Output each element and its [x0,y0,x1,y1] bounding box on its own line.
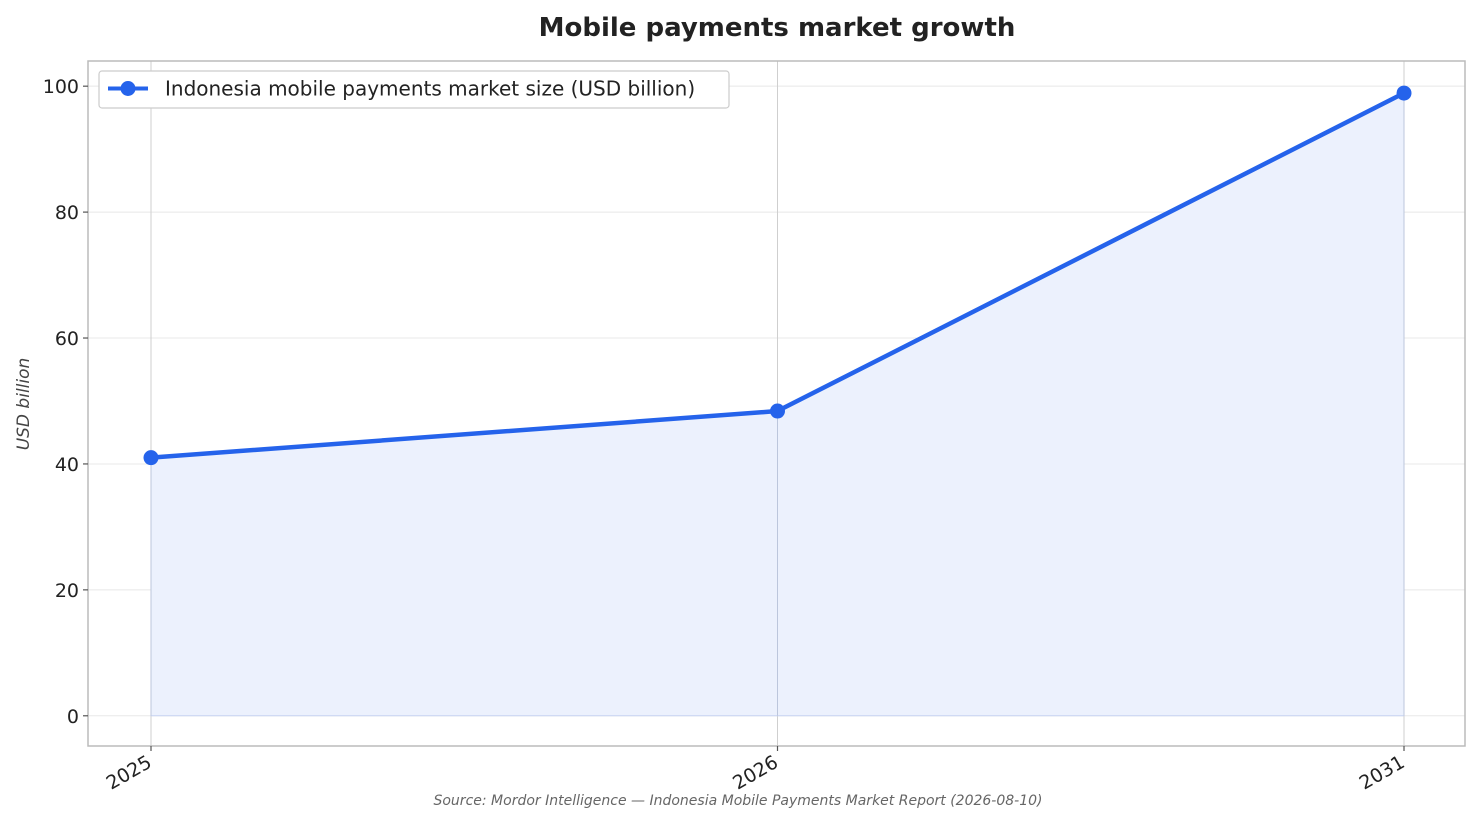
data-point [1396,85,1412,101]
legend: Indonesia mobile payments market size (U… [98,70,730,109]
y-tick-label: 100 [43,76,79,98]
x-tick-label: 2025 [103,751,156,794]
chart-title: Mobile payments market growth [539,13,1016,43]
legend-box [98,70,730,109]
source-note: Source: Mordor Intelligence — Indonesia … [433,793,1042,809]
y-axis-label: USD billion [14,358,34,451]
y-tick-label: 20 [55,580,79,602]
y-axis-ticks: 0 20 40 60 80 100 [43,76,88,728]
data-point [143,450,159,466]
legend-marker-swatch [120,81,136,96]
data-points [143,85,1412,466]
y-tick-label: 0 [67,706,79,728]
x-tick-label: 2031 [1356,751,1409,794]
drop-lines [150,93,1405,716]
legend-label: Indonesia mobile payments market size (U… [165,77,695,101]
plot-frame [87,60,1466,747]
y-tick-label: 60 [55,328,79,350]
y-tick-label: 80 [55,202,79,224]
x-axis-ticks: 2025 2026 2031 [103,746,1409,795]
y-tick-label: 40 [55,454,79,476]
data-point [770,403,785,419]
x-tick-label: 2026 [729,751,782,794]
